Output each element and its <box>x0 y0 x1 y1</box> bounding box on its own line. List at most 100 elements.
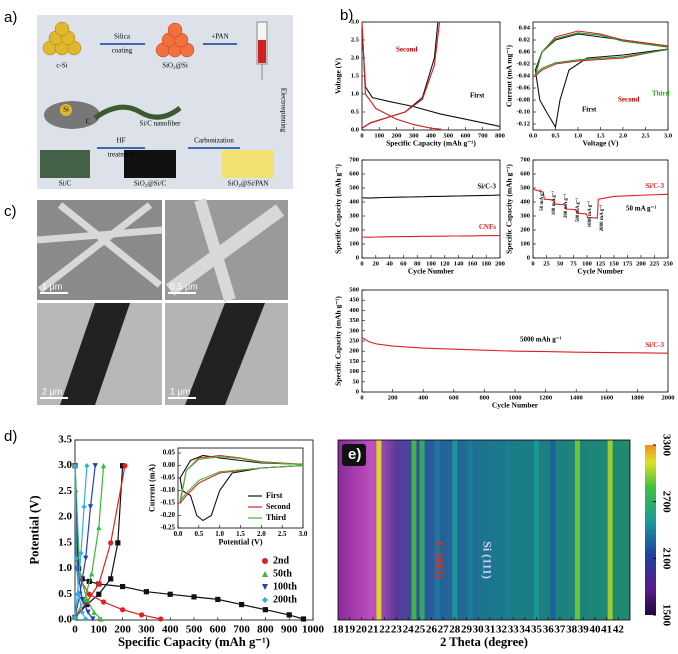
panel-label: e) <box>348 446 361 463</box>
data-point <box>239 602 244 607</box>
x-tick-label: 140 <box>454 260 464 267</box>
x-tick-label: 30 <box>473 623 485 635</box>
peak-band <box>376 440 381 620</box>
panel-label: d) <box>4 428 17 445</box>
x-tick-label: 32 <box>496 623 508 635</box>
y-tick-label: 400 <box>349 198 359 205</box>
colorbar-tick-label: 2700 <box>660 491 672 513</box>
data-point <box>83 556 88 561</box>
x-tick-label: 225 <box>650 260 661 267</box>
x-tick-label: 3.0 <box>664 132 672 139</box>
x-tick-label: 31 <box>484 623 495 635</box>
series-line <box>535 34 668 127</box>
data-point <box>115 540 120 545</box>
series-line <box>363 195 500 198</box>
legend-marker <box>262 597 268 603</box>
x-tick-label: 33 <box>508 623 520 635</box>
syringe-fluid <box>258 40 266 63</box>
data-point <box>122 463 127 468</box>
x-tick-label: 0.5 <box>194 530 203 538</box>
schematic-label: c-Si <box>56 62 67 70</box>
schematic-label: treatment <box>108 151 134 159</box>
series-line <box>535 31 668 76</box>
x-axis-label: Specific Capacity (mAh g⁻¹) <box>386 138 476 147</box>
y-tick-label: 1.5 <box>351 72 360 79</box>
legend-marker <box>262 558 268 564</box>
x-tick-label: 0.0 <box>529 132 537 139</box>
x-tick-label: 1800 <box>631 394 644 401</box>
annotation: First <box>582 106 597 114</box>
x-axis-label: Voltage (V) <box>582 138 619 147</box>
x-tick-label: 400 <box>162 623 179 635</box>
y-tick-label: -0.02 <box>516 60 530 67</box>
plot-frame <box>533 22 668 130</box>
y-tick-label: 0.0 <box>351 126 359 133</box>
y-tick-label: 0.04 <box>519 24 531 31</box>
annotation: 500 mA g⁻¹ <box>575 197 581 222</box>
annotation: Second <box>618 96 640 104</box>
data-point <box>191 594 196 599</box>
data-point <box>93 463 98 468</box>
plot-frame <box>362 290 668 392</box>
data-point <box>158 616 163 621</box>
x-tick-label: 2000 <box>662 394 675 401</box>
x-tick-label: 1000 <box>302 623 325 635</box>
x-tick-label: 0 <box>72 623 78 635</box>
y-tick-label: 0.05 <box>163 449 176 457</box>
x-tick-label: 35 <box>531 623 543 635</box>
x-axis-label: Cycle Number <box>408 266 455 275</box>
colorbar <box>645 445 656 615</box>
annotation: 50 mA g⁻¹ <box>626 205 656 213</box>
y-tick-label: 3.0 <box>58 459 72 471</box>
peak-band <box>467 440 472 620</box>
y-tick-label: 600 <box>520 170 530 177</box>
peak-band <box>452 440 457 620</box>
colorbar-tick-label: 2100 <box>660 547 672 570</box>
y-tick-label: -0.08 <box>516 96 530 103</box>
x-tick-label: 34 <box>519 623 531 635</box>
y-tick-label: 1.0 <box>58 562 72 574</box>
y-tick-label: 0.5 <box>58 588 72 600</box>
data-point <box>215 597 220 602</box>
nanofiber-section <box>44 101 100 129</box>
x-tick-label: 50 <box>557 260 564 267</box>
y-tick-label: 300 <box>349 327 359 334</box>
x-tick-label: 3.0 <box>299 530 308 538</box>
legend-label: 100th <box>273 581 297 592</box>
legend-marker <box>262 584 268 590</box>
data-point <box>287 612 292 617</box>
x-tick-label: 20 <box>356 623 368 635</box>
y-tick-label: 500 <box>349 184 359 191</box>
legend-label: First <box>266 491 283 500</box>
data-point <box>96 525 101 530</box>
y-tick-label: 100 <box>349 240 359 247</box>
legend-label: 50th <box>273 568 292 579</box>
y-tick-label: 0 <box>356 388 359 395</box>
x-tick-label: 37 <box>554 623 566 635</box>
data-point <box>101 599 106 604</box>
x-axis-label: 2 Theta (degree) <box>440 635 528 649</box>
y-tick-label: 600 <box>349 170 359 177</box>
y-axis-label: Voltage (V) <box>333 57 342 94</box>
y-tick-label: 150 <box>349 358 359 365</box>
x-tick-label: 160 <box>468 260 478 267</box>
legend-label: Third <box>266 513 287 522</box>
y-tick-label: 400 <box>520 198 530 205</box>
x-tick-label: 200 <box>114 623 131 635</box>
data-point <box>96 581 101 586</box>
x-tick-label: 600 <box>449 394 459 401</box>
x-tick-label: 24 <box>403 623 415 635</box>
x-tick-label: 29 <box>461 623 473 635</box>
x-tick-label: 175 <box>623 260 634 267</box>
series-line <box>362 22 440 128</box>
y-tick-label: 200 <box>520 226 530 233</box>
x-tick-label: 20 <box>373 260 380 267</box>
series-line <box>362 22 438 128</box>
series-line <box>362 338 668 353</box>
schematic-label: Si/C <box>59 180 72 188</box>
series-label: Si/C-3 <box>645 341 664 349</box>
y-tick-label: -0.20 <box>160 511 175 519</box>
x-tick-label: 2.5 <box>641 132 650 139</box>
x-tick-label: 39 <box>578 623 590 635</box>
peak-band <box>435 440 440 620</box>
